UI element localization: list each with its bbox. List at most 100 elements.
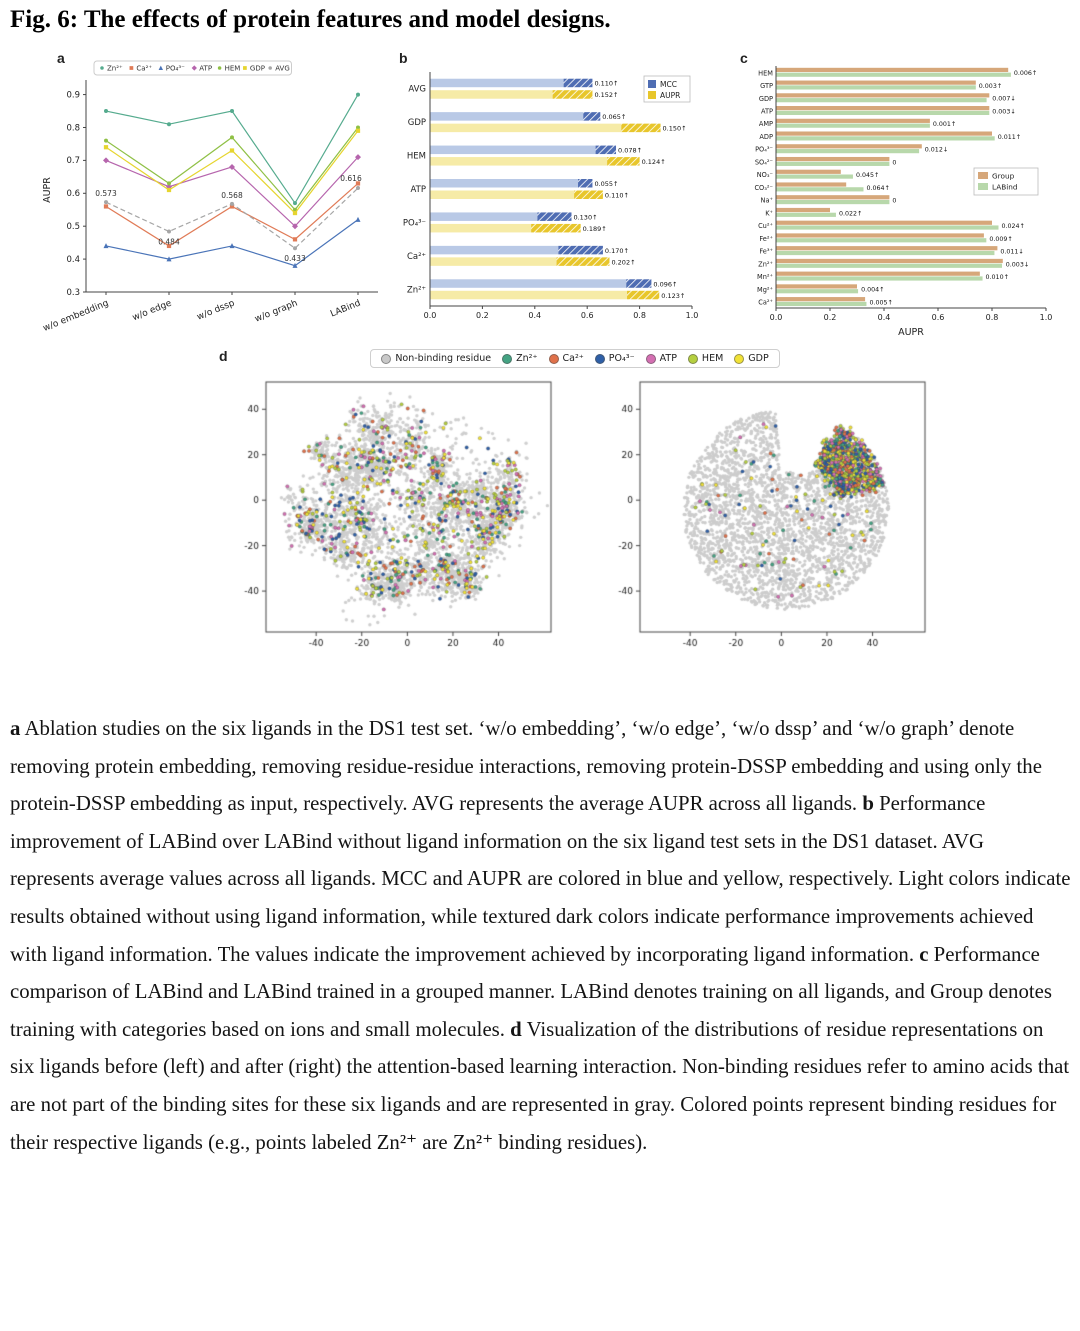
y-tick-label: 0.3: [66, 288, 80, 298]
value-label: 0.110↑: [594, 80, 618, 88]
group-bar: [776, 284, 857, 289]
legend-label: Group: [992, 172, 1015, 181]
value-label: 0.011↓: [1000, 249, 1023, 256]
aupr-gain-bar: [627, 290, 660, 300]
panel-d-legend-wrap: Non-binding residue Zn²⁺ Ca²⁺ PO₄³⁻ ATP HEM GD…: [215, 349, 935, 368]
mcc-base-bar: [430, 145, 596, 155]
aupr-base-bar: [430, 90, 553, 99]
value-label: 0.124↑: [642, 158, 666, 166]
bar-group-GDP: 0.007↓ GDP: [759, 93, 1016, 103]
row-label: SO₄²⁻: [755, 158, 774, 166]
group-bar: [776, 233, 984, 238]
caption-panel-letter: a: [10, 717, 21, 740]
legend-label: LABind: [992, 183, 1018, 192]
value-label: 0.065↑: [602, 113, 626, 121]
legend-swatch: [978, 172, 988, 179]
legend-item: HEM: [687, 353, 723, 364]
bar-group-Mn²⁺: 0.010↑ Mn²⁺: [757, 271, 1009, 281]
row-label: AMP: [759, 120, 773, 128]
row-label: PO₄³⁻: [755, 146, 773, 154]
row-label: HEM: [758, 69, 773, 77]
group-bar: [776, 297, 866, 302]
mcc-gain-bar: [595, 145, 617, 155]
legend-label: Ca²⁺: [136, 65, 152, 73]
group-bar: [776, 169, 841, 174]
x-tick-label: 0.8: [986, 313, 999, 322]
legend-label: AVG: [275, 65, 290, 73]
aupr-base-bar: [430, 123, 622, 133]
mcc-base-bar: [430, 245, 559, 255]
aupr-base-bar: [430, 290, 628, 300]
value-label: 0.005↑: [869, 299, 892, 306]
bar-group-GDP: 0.065↑ 0.150↑ GDP: [408, 112, 687, 133]
legend: Zn²⁺ Ca²⁺ PO₄³⁻ ATP HEM GDP AVG: [93, 60, 292, 76]
legend-label: AUPR: [660, 91, 680, 100]
caption-text: Performance improvement of LABind over L…: [10, 792, 1071, 966]
row-label: NO₃⁻: [757, 171, 774, 179]
legend-label: GDP: [250, 65, 265, 73]
value-label: 0.170↑: [605, 247, 629, 255]
group-bar: [776, 131, 992, 136]
aupr-gain-bar: [574, 190, 603, 199]
labind-bar: [776, 110, 990, 116]
labind-bar: [776, 199, 890, 205]
value-label: 0.150↑: [663, 125, 687, 133]
value-label: 0.009↑: [989, 236, 1012, 243]
legend-item: Non-binding residue: [381, 353, 491, 364]
legend-dot-icon: [502, 353, 513, 364]
x-tick-label: LABind: [329, 299, 362, 320]
x-tick-label: 0.4: [528, 311, 541, 320]
mcc-gain-bar: [563, 78, 593, 88]
value-label: 0.001↑: [933, 121, 956, 128]
labind-bar: [776, 85, 976, 90]
group-bar: [776, 246, 998, 251]
point-annotation: 0.484: [158, 237, 180, 246]
labind-bar: [776, 276, 983, 281]
legend-item: ATP: [645, 353, 677, 364]
value-label: 0.012↓: [925, 147, 948, 154]
aupr-base-bar: [430, 157, 608, 166]
aupr-base-bar: [430, 257, 557, 266]
labind-bar: [776, 136, 995, 141]
x-tick-label: 1.0: [686, 311, 699, 320]
legend-dot-icon: [687, 353, 698, 364]
group-bar: [776, 271, 980, 276]
series-GDP: [103, 128, 361, 216]
labind-bar: [776, 289, 859, 294]
mcc-base-bar: [430, 112, 584, 121]
bar-group-Fe³⁺: 0.011↓ Fe³⁺: [759, 246, 1024, 256]
legend-dot-icon: [548, 353, 559, 364]
legend-box: [93, 60, 292, 76]
panel-c-bar-chart: 0.006↑HEM0.003↑GTP0.007↓GDP0.003↓ATP0.00…: [754, 66, 1052, 338]
panel-d-label: d: [219, 348, 228, 364]
bar-group-HEM: 0.006↑ HEM: [758, 67, 1037, 77]
point-annotation: 0.568: [221, 191, 243, 200]
x-axis-label: AUPR: [898, 327, 924, 338]
point-annotation: 0.573: [95, 189, 117, 198]
labind-bar: [776, 187, 864, 192]
value-label: 0.045↑: [856, 172, 879, 179]
group-bar: [776, 118, 930, 123]
row-label: HEM: [407, 152, 426, 162]
legend-label: HEM: [225, 65, 241, 73]
legend-label: GDP: [748, 353, 769, 364]
value-label: 0.006↑: [1014, 70, 1037, 77]
row-label: CO₃²⁻: [754, 184, 773, 192]
mcc-base-bar: [430, 179, 579, 188]
legend-label: PO₄³⁻: [608, 353, 635, 364]
x-tick-label: 0.2: [824, 313, 837, 322]
legend-label: PO₄³⁻: [166, 65, 185, 73]
row-label: Zn²⁺: [758, 260, 773, 268]
caption-text: Performance comparison of LABind and LAB…: [10, 942, 1052, 1041]
mcc-gain-bar: [558, 245, 603, 255]
value-label: 0.004↑: [861, 287, 884, 294]
series-HEM: [104, 125, 360, 212]
bar-group-Cu²⁺: 0.024↑ Cu²⁺: [758, 220, 1025, 230]
aupr-gain-bar: [556, 257, 610, 266]
labind-bar: [776, 250, 995, 256]
scatter-before-attention: [224, 374, 559, 666]
row-label: ATP: [411, 185, 426, 195]
figure-panels: a b c d 0.3 0.4 0.5 0.6 0.7 0.8 0.9 AUPR w/o emb…: [0, 46, 1080, 708]
legend-swatch: [978, 183, 988, 190]
